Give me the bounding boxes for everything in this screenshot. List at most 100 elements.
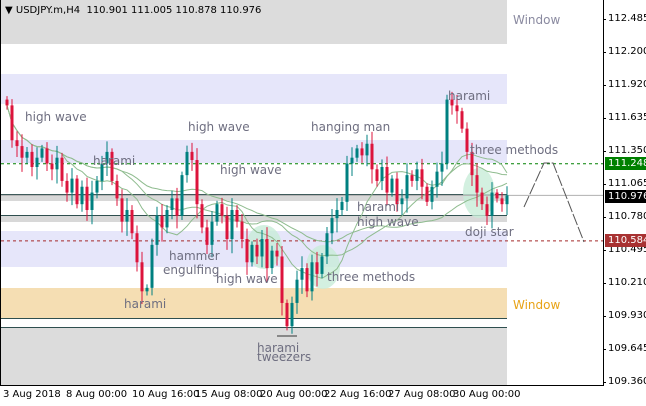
candle-body	[185, 151, 189, 176]
candle-body	[105, 151, 109, 164]
candle-body	[410, 175, 414, 181]
current-price-tag: 110.976	[605, 190, 646, 203]
candle-body	[195, 160, 199, 205]
candle-body	[330, 218, 334, 234]
candle-body	[280, 256, 284, 303]
zone-band-2	[1, 140, 507, 163]
plot-area[interactable]: Window high wave high wave harami hangin…	[0, 0, 604, 386]
candle-body	[365, 143, 369, 156]
label-harami: harami	[448, 89, 491, 103]
label-high-wave: high wave	[357, 215, 419, 229]
candle-body	[155, 215, 159, 245]
candle-body	[70, 178, 74, 193]
dropdown-triangle-icon[interactable]: ▼	[5, 5, 13, 16]
candle-body	[45, 148, 49, 164]
candle-body	[10, 105, 14, 141]
candle-body	[80, 186, 84, 205]
candle-body	[270, 250, 274, 269]
price-tick: 111.635	[602, 112, 646, 123]
support-price-tag: 110.584	[605, 234, 646, 247]
pattern-highlight	[463, 168, 495, 218]
price-tick: 110.495	[602, 244, 646, 255]
time-tick: 10 Aug 16:00	[132, 389, 200, 400]
candle-body	[350, 157, 354, 164]
time-tick: 3 Aug 2018	[3, 389, 61, 400]
candle-body	[420, 169, 424, 187]
candle-body	[430, 186, 434, 202]
label-three-methods: three methods	[327, 270, 416, 284]
projection-drawing	[523, 162, 585, 243]
candle-body	[470, 151, 474, 176]
candle-body	[395, 178, 399, 205]
candle-body	[135, 233, 139, 263]
label-hammer: hammer	[169, 249, 220, 263]
candle-body	[425, 186, 429, 202]
candle-body	[245, 239, 249, 263]
price-tick: 111.350	[602, 145, 646, 156]
candle-body	[465, 128, 469, 152]
candle-body	[75, 178, 79, 205]
label-high-wave: high wave	[25, 110, 87, 124]
time-tick: 8 Aug 00:00	[66, 389, 128, 400]
candle-body	[20, 146, 24, 158]
price-tick: 110.210	[602, 277, 646, 288]
resistance-price-tag: 111.248	[605, 157, 646, 170]
time-tick: 15 Aug 08:00	[195, 389, 263, 400]
candles-svg	[1, 91, 603, 337]
window-gap-band	[1, 288, 507, 319]
candle-body	[370, 143, 374, 170]
candle-body	[15, 140, 19, 147]
label-harami: harami	[124, 297, 167, 311]
time-tick: 27 Aug 08:00	[388, 389, 456, 400]
candle-body	[150, 244, 154, 288]
candle-body	[380, 166, 384, 181]
candle-body	[100, 163, 104, 181]
level-band-2	[1, 215, 507, 222]
candle-body	[390, 178, 394, 193]
candle-body	[445, 99, 449, 164]
label-harami: harami	[257, 341, 300, 355]
candle-body	[460, 111, 464, 129]
candle-body	[145, 287, 149, 292]
candle-body	[345, 163, 349, 202]
candle-body	[435, 171, 439, 187]
price-tick: 110.780	[602, 211, 646, 222]
candle-body	[205, 227, 209, 245]
price-tick: 111.065	[602, 178, 646, 189]
candle-body	[485, 204, 489, 216]
candle-body	[180, 175, 184, 216]
candle-body	[235, 209, 239, 222]
candle-body	[175, 198, 179, 216]
label-high-wave: high wave	[220, 163, 282, 177]
price-tick: 109.360	[602, 376, 646, 387]
label-engulfing: engulfing	[163, 263, 220, 277]
candle-body	[360, 148, 364, 156]
price-tick: 109.645	[602, 343, 646, 354]
candle-body	[450, 99, 454, 106]
price-tick: 109.930	[602, 310, 646, 321]
label-window-bottom: Window	[513, 298, 561, 312]
candle-body	[385, 166, 389, 193]
candle-body	[60, 157, 64, 181]
label-high-wave: high wave	[216, 272, 278, 286]
candle-body	[495, 192, 499, 199]
candle-body	[190, 151, 194, 161]
time-tick: 20 Aug 00:00	[260, 389, 328, 400]
candle-body	[125, 209, 129, 222]
label-harami: harami	[93, 154, 136, 168]
moving-average-line	[6, 105, 508, 243]
price-tick: 112.200	[602, 46, 646, 57]
time-tick: 30 Aug 00:00	[453, 389, 521, 400]
candle-body	[55, 157, 59, 170]
candle-body	[200, 204, 204, 228]
label-window-top: Window	[513, 13, 561, 27]
candle-body	[120, 198, 124, 222]
candle-body	[310, 262, 314, 292]
symbol-label: USDJPY.m,H4	[15, 5, 81, 16]
candle-body	[140, 262, 144, 292]
candle-body	[305, 268, 309, 292]
candle-body	[375, 169, 379, 181]
candle-body	[315, 262, 319, 274]
candle-body	[35, 157, 39, 167]
